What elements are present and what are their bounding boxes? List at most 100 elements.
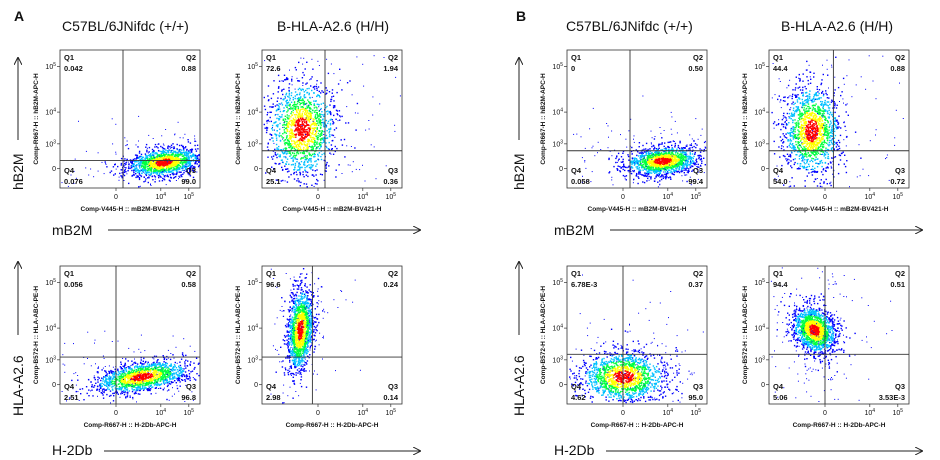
event-dot [107,382,109,385]
event-dot [304,103,306,105]
event-dot [310,155,313,157]
event-dot [162,143,164,145]
event-dot [189,142,192,144]
event-dot [192,377,194,378]
event-dot [310,332,313,334]
event-dot [293,173,295,175]
event-dot [135,383,137,385]
event-dot [127,392,129,394]
event-dot [277,104,280,107]
event-dot [162,363,164,365]
event-dot [180,144,183,147]
event-dot [73,183,75,184]
event-dot [297,299,300,302]
event-dot [149,378,152,380]
event-dot [145,368,147,371]
event-dot [172,370,174,372]
event-dot [295,133,297,136]
event-dot [313,175,315,177]
event-dot [314,182,317,185]
event-dot [166,371,168,374]
event-dot [362,164,363,166]
event-dot [140,155,142,158]
event-dot [167,349,169,351]
event-dot [302,118,305,121]
event-dot [264,60,266,62]
event-dot [136,374,139,377]
event-dot [143,181,145,183]
event-dot [135,389,137,391]
event-dot [302,63,304,65]
event-dot [319,173,322,175]
panel-letter-b: B [516,8,527,24]
event-dot [155,157,158,159]
event-dot [298,118,300,120]
event-dot [166,362,168,365]
event-dot [316,120,318,122]
event-dot [165,174,167,176]
event-dot [293,134,295,137]
event-dot [357,112,359,114]
event-dot [320,139,322,141]
event-dot [318,109,320,111]
event-dot [131,388,133,390]
event-dot [116,389,118,391]
event-dot [298,97,300,99]
event-dot [182,137,184,139]
event-dot [275,179,278,181]
event-dot [306,111,309,113]
event-dot [288,96,290,98]
event-dot [332,139,334,142]
event-dot [285,156,287,158]
event-dot [284,79,286,81]
event-dot [167,151,169,153]
event-dot [316,147,318,149]
event-dot [316,147,318,149]
event-dot [316,113,318,115]
event-dot [305,125,307,127]
event-dot [295,120,298,122]
event-dot [118,388,120,391]
event-dot [285,148,287,150]
event-dot [372,96,374,98]
event-dot [306,118,308,120]
event-dot [331,92,333,94]
event-dot [157,371,159,374]
event-dot [302,330,304,332]
event-dot [155,364,158,366]
event-dot [309,128,311,130]
event-dot [298,162,300,164]
event-dot [291,335,293,337]
event-dot [135,167,138,169]
event-dot [151,159,154,161]
event-dot [274,133,276,135]
event-dot [152,165,154,168]
event-dot [176,172,178,175]
event-dot [293,279,296,281]
event-dot [274,152,276,154]
event-dot [124,388,126,390]
event-dot [128,373,130,375]
event-dot [310,115,312,118]
event-dot [301,303,303,305]
event-dot [284,95,286,98]
event-dot [307,106,310,108]
event-dot [154,143,157,146]
event-dot [152,363,155,365]
event-dot [171,378,174,380]
event-dot [178,372,181,375]
event-dot [162,372,165,374]
event-dot [317,115,319,117]
event-dot [272,129,274,131]
event-dot [130,377,132,380]
event-dot [310,114,312,116]
event-dot [317,94,319,96]
event-dot [170,158,172,161]
event-dot [151,369,154,371]
event-dot [281,169,284,171]
event-dot [304,361,306,364]
event-dot [278,118,280,120]
event-dot [364,180,366,182]
event-dot [152,169,155,171]
event-dot [182,373,184,376]
